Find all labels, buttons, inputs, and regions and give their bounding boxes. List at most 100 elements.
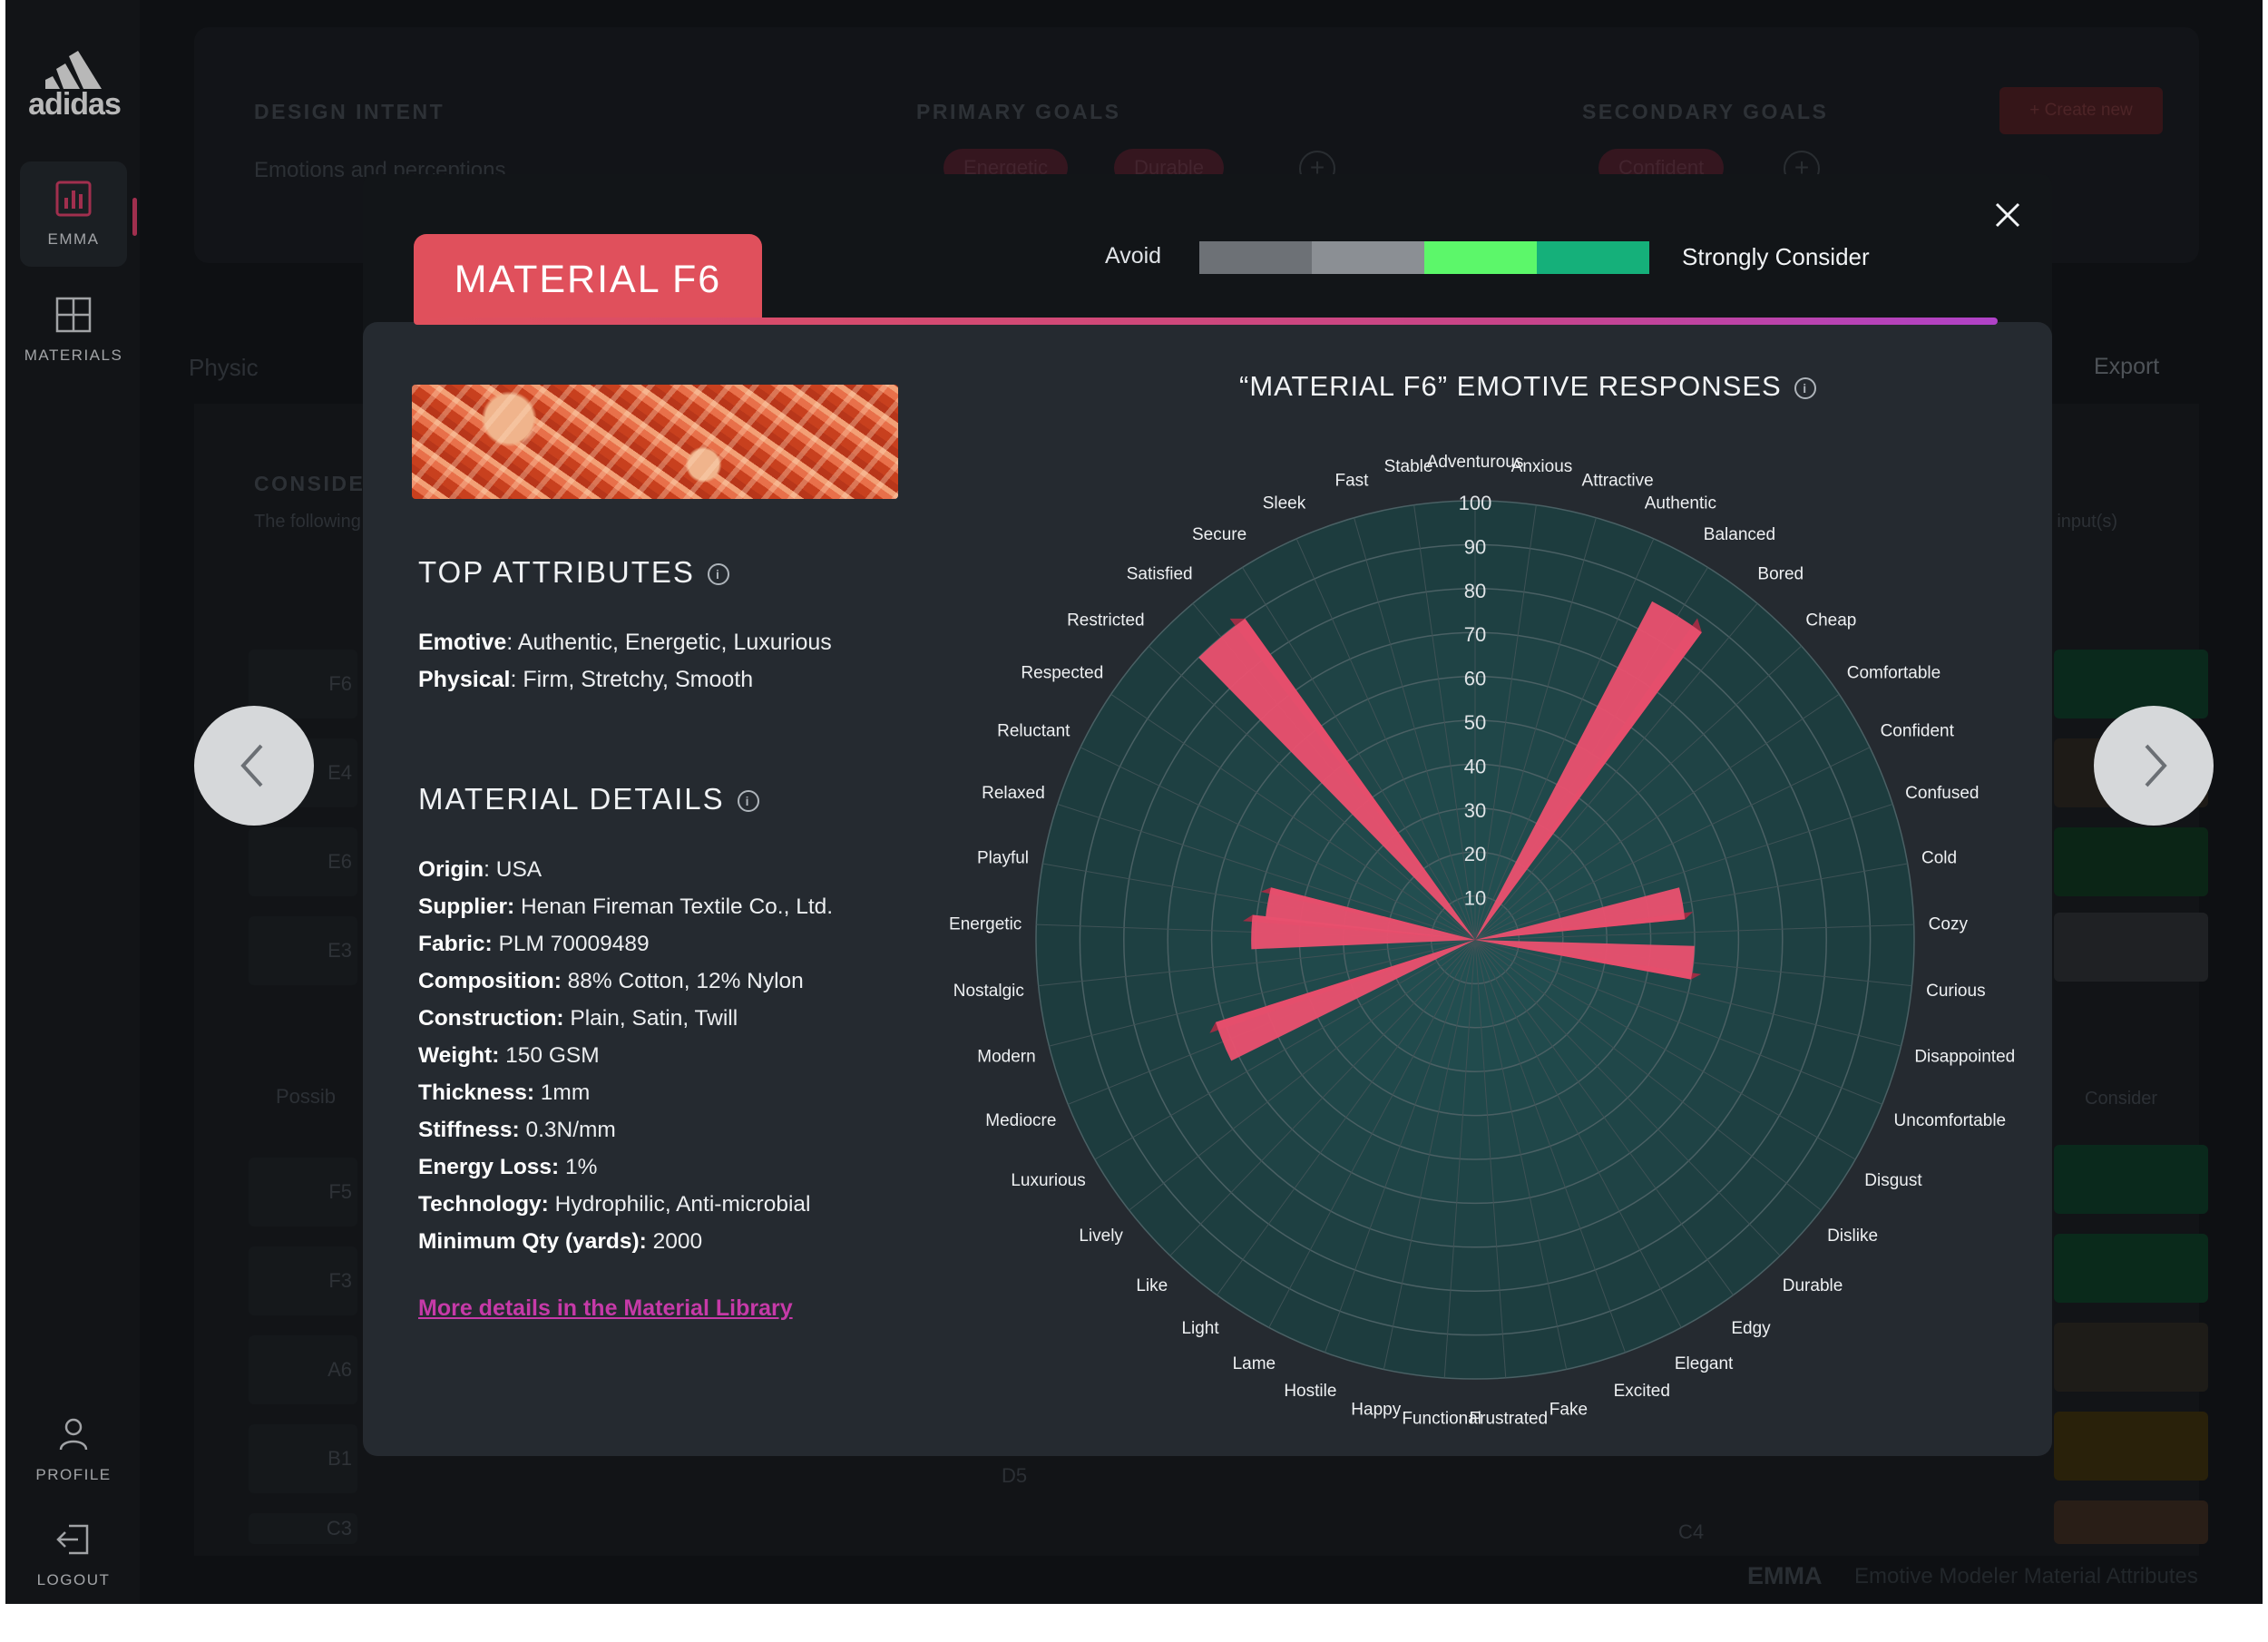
close-icon[interactable] bbox=[1992, 200, 2023, 230]
radar-category-label: Confused bbox=[1905, 784, 1979, 803]
radar-category-label: Respected bbox=[1021, 664, 1103, 683]
next-material-button[interactable] bbox=[2094, 706, 2214, 826]
possible-toggle[interactable]: Possib bbox=[276, 1085, 337, 1108]
grid-icon bbox=[55, 297, 92, 333]
row-b1[interactable]: B1 bbox=[249, 1424, 357, 1493]
sidebar-item-materials[interactable]: MATERIALS bbox=[20, 278, 127, 383]
radar-spoke bbox=[1169, 939, 1476, 1256]
radar-spoke bbox=[1217, 939, 1476, 1295]
radar-category-label: Happy bbox=[1351, 1400, 1401, 1419]
material-details-title: MATERIAL DETAILS bbox=[418, 782, 725, 816]
detail-label: Stiffness: bbox=[418, 1118, 520, 1142]
radar-tick-label: 40 bbox=[1464, 755, 1486, 777]
radar-bar-cold bbox=[1475, 887, 1686, 940]
detail-energy-loss: Energy Loss: 1% bbox=[418, 1155, 597, 1180]
emotive-attributes: Emotive: Authentic, Energetic, Luxurious bbox=[418, 630, 832, 656]
radar-category-label: Fast bbox=[1335, 471, 1370, 490]
material-library-link[interactable]: More details in the Material Library bbox=[418, 1295, 793, 1321]
swatch-fur bbox=[2054, 1500, 2208, 1544]
secondary-goals-label: SECONDARY GOALS bbox=[1582, 100, 1829, 123]
detail-value: 88% Cotton, 12% Nylon bbox=[561, 969, 804, 993]
row-e6[interactable]: E6 bbox=[249, 827, 357, 896]
radar-spoke bbox=[1474, 924, 1914, 941]
radar-tick-label: 90 bbox=[1464, 535, 1486, 558]
radar-category-label: Anxious bbox=[1511, 457, 1573, 476]
radar-spoke bbox=[1049, 939, 1476, 1047]
previous-material-button[interactable] bbox=[194, 706, 314, 826]
radar-category-label: Adventurous bbox=[1427, 453, 1524, 472]
detail-label: Thickness: bbox=[418, 1080, 534, 1105]
radar-spoke bbox=[1383, 939, 1476, 1370]
chevron-left-icon bbox=[240, 744, 263, 787]
sidebar-item-logout[interactable]: LOGOUT bbox=[20, 1502, 127, 1604]
row-d5[interactable]: D5 bbox=[1002, 1464, 1028, 1487]
radar-category-label: Elegant bbox=[1675, 1354, 1734, 1373]
radar-spoke bbox=[1474, 939, 1882, 1105]
row-c4[interactable]: C4 bbox=[1678, 1520, 1705, 1543]
radar-spoke bbox=[1474, 939, 1856, 1160]
radar-spoke bbox=[1474, 939, 1568, 1370]
radar-tick-label: 20 bbox=[1464, 843, 1486, 865]
chart-title-text: “MATERIAL F6” EMOTIVE RESPONSES bbox=[1239, 370, 1782, 402]
sidebar-item-emma[interactable]: EMMA bbox=[20, 161, 127, 267]
radar-bar-mediocre bbox=[1215, 940, 1475, 1061]
physical-label: Physical bbox=[418, 667, 511, 692]
radar-spoke bbox=[1474, 939, 1627, 1353]
radar-category-label: Mediocre bbox=[985, 1111, 1056, 1130]
physical-value: : Firm, Stretchy, Smooth bbox=[510, 667, 754, 692]
radar-category-label: Like bbox=[1136, 1276, 1168, 1295]
adidas-logo[interactable]: adidas bbox=[25, 51, 123, 122]
radar-spoke bbox=[1148, 645, 1476, 941]
radar-tick-label: 60 bbox=[1464, 668, 1486, 690]
consider-description: The following bbox=[254, 512, 361, 532]
info-icon[interactable]: i bbox=[707, 563, 729, 586]
row-f5[interactable]: F5 bbox=[249, 1158, 357, 1227]
info-icon[interactable]: i bbox=[1794, 376, 1816, 399]
footer-brand: EMMA bbox=[1747, 1562, 1823, 1589]
radar-spoke bbox=[1354, 517, 1476, 941]
row-f3[interactable]: F3 bbox=[249, 1246, 357, 1315]
consider-description-end: ur input(s) bbox=[2036, 512, 2118, 532]
create-new-button[interactable]: + Create new bbox=[1999, 87, 2163, 134]
row-e3[interactable]: E3 bbox=[249, 916, 357, 985]
radar-bar-balanced bbox=[1475, 601, 1702, 940]
scale-avoid-label: Avoid bbox=[1105, 243, 1162, 269]
radar-category-label: Luxurious bbox=[1011, 1171, 1085, 1190]
row-a6[interactable]: A6 bbox=[249, 1335, 357, 1404]
radar-spoke bbox=[1057, 803, 1476, 941]
header-gradient-line bbox=[414, 318, 1998, 325]
radar-category-label: Attractive bbox=[1582, 471, 1654, 490]
radar-category-label: Stable bbox=[1384, 457, 1433, 476]
adidas-wordmark: adidas bbox=[28, 87, 122, 122]
emotive-value: : Authentic, Energetic, Luxurious bbox=[506, 630, 832, 655]
app-frame: adidas EMMA MATERIALS bbox=[5, 0, 2263, 1604]
tab-physical[interactable]: Physic bbox=[189, 354, 259, 381]
radar-spoke bbox=[1474, 803, 1893, 941]
detail-value: Hydrophilic, Anti-microbial bbox=[548, 1192, 811, 1217]
radar-category-label: Balanced bbox=[1704, 525, 1775, 544]
radar-spoke bbox=[1474, 939, 1901, 1047]
detail-value: 2000 bbox=[646, 1229, 703, 1254]
detail-label: Origin bbox=[418, 857, 484, 882]
radar-category-label: Disgust bbox=[1864, 1171, 1922, 1190]
scale-segment-1 bbox=[1199, 241, 1312, 274]
detail-label: Weight: bbox=[418, 1043, 500, 1068]
sidebar-item-label: LOGOUT bbox=[36, 1571, 111, 1588]
radar-category-label: Restricted bbox=[1067, 611, 1145, 630]
info-icon[interactable]: i bbox=[737, 790, 759, 813]
radar-spoke bbox=[1413, 504, 1476, 941]
row-c3[interactable]: C3 bbox=[249, 1513, 357, 1544]
radar-spoke bbox=[1474, 939, 1822, 1211]
export-button[interactable]: Export bbox=[2094, 354, 2160, 379]
radar-spoke bbox=[1474, 939, 1781, 1256]
radar-category-label: Hostile bbox=[1284, 1382, 1336, 1401]
sidebar-item-profile[interactable]: PROFILE bbox=[20, 1397, 127, 1502]
sidebar-item-label: MATERIALS bbox=[24, 347, 123, 364]
radar-category-label: Nostalgic bbox=[953, 982, 1024, 1001]
radar-category-label: Cold bbox=[1921, 848, 1957, 867]
radar-spoke bbox=[1474, 939, 1682, 1328]
radar-category-label: Secure bbox=[1192, 525, 1246, 544]
radar-category-label: Comfortable bbox=[1847, 664, 1941, 683]
detail-value: PLM 70009489 bbox=[492, 932, 650, 956]
